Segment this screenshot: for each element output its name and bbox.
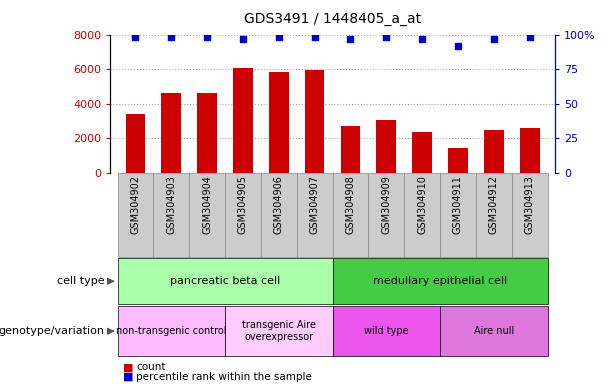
Bar bbox=[189, 173, 225, 257]
Bar bbox=[269, 72, 289, 173]
Bar bbox=[225, 173, 261, 257]
Bar bbox=[520, 128, 539, 173]
Bar bbox=[233, 68, 253, 173]
Text: ■: ■ bbox=[123, 372, 133, 382]
Bar bbox=[197, 93, 217, 173]
Bar bbox=[118, 173, 153, 257]
Point bbox=[525, 34, 535, 40]
Point bbox=[453, 43, 463, 49]
Bar bbox=[368, 173, 404, 257]
Bar bbox=[448, 148, 468, 173]
Point bbox=[489, 36, 499, 42]
Point bbox=[166, 34, 176, 40]
Point bbox=[346, 36, 356, 42]
Bar bbox=[341, 126, 360, 173]
Bar bbox=[297, 173, 333, 257]
Point bbox=[274, 34, 284, 40]
Text: GSM304907: GSM304907 bbox=[310, 175, 319, 234]
Text: GSM304908: GSM304908 bbox=[346, 175, 356, 234]
Text: medullary epithelial cell: medullary epithelial cell bbox=[373, 276, 507, 286]
Text: wild type: wild type bbox=[364, 326, 409, 336]
Point bbox=[131, 34, 140, 40]
Bar bbox=[376, 120, 396, 173]
Bar bbox=[476, 173, 512, 257]
Text: GSM304909: GSM304909 bbox=[381, 175, 391, 234]
Point bbox=[238, 36, 248, 42]
Text: transgenic Aire
overexpressor: transgenic Aire overexpressor bbox=[242, 320, 316, 342]
Text: count: count bbox=[136, 362, 166, 372]
Point bbox=[202, 34, 212, 40]
Text: cell type: cell type bbox=[56, 276, 104, 286]
Text: GSM304903: GSM304903 bbox=[166, 175, 177, 234]
Bar bbox=[333, 306, 440, 356]
Bar bbox=[305, 70, 324, 173]
Point bbox=[310, 34, 319, 40]
Text: non-transgenic control: non-transgenic control bbox=[116, 326, 227, 336]
Text: GSM304913: GSM304913 bbox=[525, 175, 535, 234]
Point bbox=[381, 34, 391, 40]
Bar bbox=[440, 173, 476, 257]
Bar bbox=[404, 173, 440, 257]
Text: GSM304905: GSM304905 bbox=[238, 175, 248, 234]
Bar bbox=[225, 306, 333, 356]
Bar bbox=[440, 306, 547, 356]
Point bbox=[417, 36, 427, 42]
Bar bbox=[413, 132, 432, 173]
Bar bbox=[261, 173, 297, 257]
Bar bbox=[161, 93, 181, 173]
Text: GSM304906: GSM304906 bbox=[274, 175, 284, 234]
Text: pancreatic beta cell: pancreatic beta cell bbox=[170, 276, 280, 286]
Text: GSM304904: GSM304904 bbox=[202, 175, 212, 234]
Text: ■: ■ bbox=[123, 362, 133, 372]
Bar bbox=[484, 130, 504, 173]
Bar bbox=[512, 173, 547, 257]
Text: GSM304910: GSM304910 bbox=[417, 175, 427, 234]
Text: Aire null: Aire null bbox=[474, 326, 514, 336]
Text: GSM304912: GSM304912 bbox=[489, 175, 499, 234]
Bar bbox=[153, 173, 189, 257]
Bar bbox=[118, 258, 333, 304]
Bar bbox=[333, 258, 547, 304]
Bar bbox=[118, 306, 225, 356]
Bar bbox=[333, 173, 368, 257]
Text: genotype/variation: genotype/variation bbox=[0, 326, 104, 336]
Text: GSM304911: GSM304911 bbox=[453, 175, 463, 234]
Text: GDS3491 / 1448405_a_at: GDS3491 / 1448405_a_at bbox=[244, 12, 421, 25]
Text: GSM304902: GSM304902 bbox=[131, 175, 140, 234]
Bar bbox=[126, 114, 145, 173]
Text: percentile rank within the sample: percentile rank within the sample bbox=[136, 372, 312, 382]
